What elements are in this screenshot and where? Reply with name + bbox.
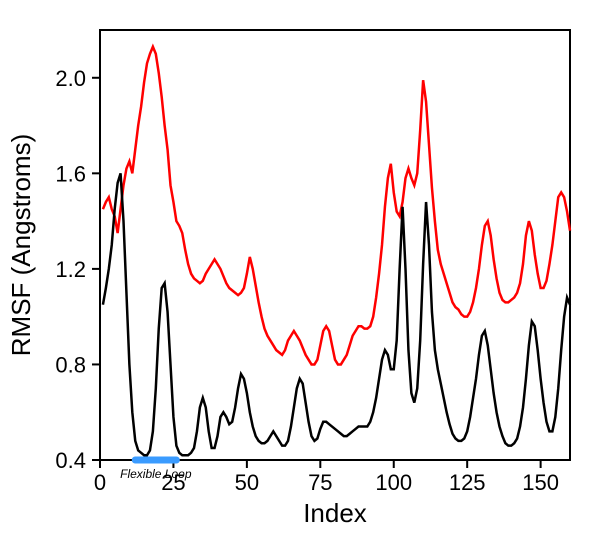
y-tick-label: 1.2 [55, 257, 86, 282]
y-axis-label: RMSF (Angstroms) [6, 134, 36, 356]
x-axis-label: Index [303, 498, 367, 528]
x-tick-label: 100 [375, 470, 412, 495]
x-tick-label: 150 [522, 470, 559, 495]
y-tick-label: 2.0 [55, 66, 86, 91]
rmsf-line-chart: 02550751001251500.40.81.21.62.0IndexRMSF… [0, 0, 600, 546]
x-tick-label: 0 [94, 470, 106, 495]
chart-svg: 02550751001251500.40.81.21.62.0IndexRMSF… [0, 0, 600, 546]
x-tick-label: 50 [235, 470, 259, 495]
flexible-loop-label: Flexible Loop [120, 467, 192, 481]
x-tick-label: 125 [449, 470, 486, 495]
x-tick-label: 75 [308, 470, 332, 495]
y-tick-label: 1.6 [55, 161, 86, 186]
plot-background [0, 0, 600, 546]
y-tick-label: 0.4 [55, 448, 86, 473]
y-tick-label: 0.8 [55, 352, 86, 377]
